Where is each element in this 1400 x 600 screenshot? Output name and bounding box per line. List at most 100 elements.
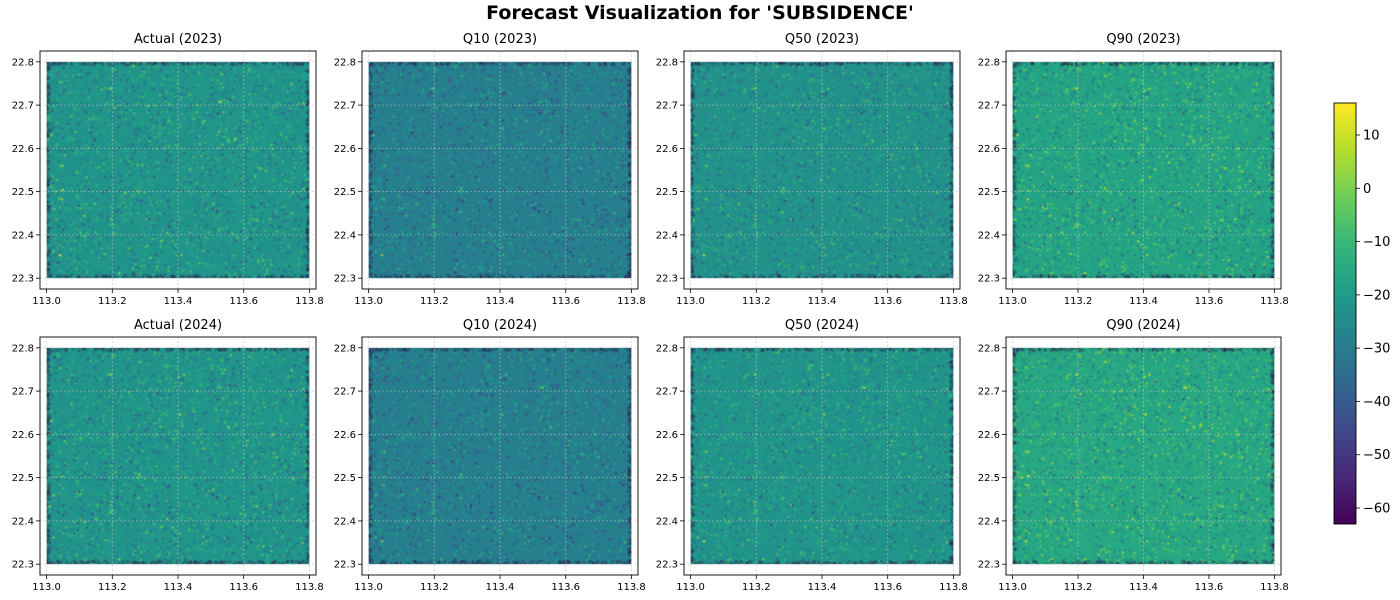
panel-2: Q10 (2023) 113.0 113.2 113.4 113.6 113.8 22.3 2… (334, 32, 646, 307)
y-tick-label: 22.8 (978, 57, 1000, 68)
y-tick-label: 22.3 (12, 560, 34, 571)
y-tick-label: 22.7 (12, 387, 34, 398)
scatter-points (368, 347, 632, 565)
x-tick-label: 113.8 (1260, 582, 1289, 593)
x-tick-label: 113.0 (676, 582, 705, 593)
y-tick-label: 22.8 (334, 343, 356, 354)
x-tick-label: 113.4 (486, 582, 515, 593)
panel-4: Q90 (2023) 113.0 113.2 113.4 113.6 113.8 22.3 2… (978, 32, 1289, 307)
y-tick-label: 22.3 (334, 274, 356, 285)
x-tick-label: 113.2 (1064, 296, 1093, 307)
panel-6: Q10 (2024) 113.0 113.2 113.4 113.6 113.8 22.3 2… (334, 318, 646, 593)
x-tick-label: 113.8 (1260, 296, 1289, 307)
scatter-points (1012, 347, 1275, 565)
x-tick-label: 113.0 (998, 296, 1027, 307)
scatter-points (46, 347, 310, 565)
y-tick-label: 22.5 (12, 473, 34, 484)
y-tick-label: 22.8 (978, 343, 1000, 354)
y-tick-label: 22.6 (978, 144, 1000, 155)
y-tick-label: 22.6 (978, 430, 1000, 441)
x-tick-label: 113.2 (98, 296, 127, 307)
x-tick-label: 113.2 (1064, 582, 1093, 593)
colorbar-tick-label: −20 (1363, 288, 1390, 303)
y-tick-label: 22.5 (656, 473, 678, 484)
y-tick-label: 22.8 (656, 343, 678, 354)
x-tick-label: 113.4 (1129, 296, 1158, 307)
y-tick-label: 22.7 (656, 387, 678, 398)
x-tick-label: 113.0 (354, 296, 383, 307)
x-tick-label: 113.2 (420, 296, 449, 307)
x-tick-label: 113.4 (808, 296, 837, 307)
y-tick-label: 22.7 (978, 387, 1000, 398)
x-tick-label: 113.0 (32, 296, 61, 307)
x-tick-label: 113.2 (742, 582, 771, 593)
x-tick-label: 113.4 (486, 296, 515, 307)
x-tick-label: 113.6 (551, 582, 580, 593)
panel-title: Actual (2023) (134, 32, 222, 47)
colorbar-tick-label: −50 (1363, 448, 1390, 463)
x-tick-label: 113.2 (98, 582, 127, 593)
y-tick-label: 22.4 (334, 230, 356, 241)
y-tick-label: 22.4 (978, 230, 1000, 241)
panel-5: Actual (2024) 113.0 113.2 113.4 113.6 113.8 22… (12, 318, 324, 593)
scatter-points (690, 61, 954, 279)
x-tick-label: 113.2 (742, 296, 771, 307)
x-tick-label: 113.8 (617, 582, 646, 593)
x-tick-label: 113.8 (939, 296, 968, 307)
scatter-points (690, 347, 954, 565)
y-tick-label: 22.6 (334, 144, 356, 155)
panels-group: Actual (2023) 113.0 113.2 113.4 113.6 113.8 22… (12, 32, 1289, 593)
panel-8: Q90 (2024) 113.0 113.2 113.4 113.6 113.8 22.3 2… (978, 318, 1289, 593)
colorbar-tick-label: −30 (1363, 342, 1390, 357)
panel-title: Q50 (2024) (785, 318, 859, 333)
y-tick-label: 22.7 (12, 101, 34, 112)
y-tick-label: 22.4 (12, 230, 34, 241)
y-tick-label: 22.8 (12, 57, 34, 68)
y-tick-label: 22.6 (12, 144, 34, 155)
x-tick-label: 113.8 (295, 296, 324, 307)
x-tick-label: 113.6 (1195, 582, 1224, 593)
scatter-points (46, 61, 310, 279)
y-tick-label: 22.6 (656, 430, 678, 441)
colorbar-tick-label: −40 (1363, 395, 1390, 410)
x-tick-label: 113.6 (873, 296, 902, 307)
y-tick-label: 22.3 (334, 560, 356, 571)
panel-title: Q50 (2023) (785, 32, 859, 47)
y-tick-label: 22.5 (978, 187, 1000, 198)
panel-7: Q50 (2024) 113.0 113.2 113.4 113.6 113.8 22.3 2… (656, 318, 968, 593)
y-tick-label: 22.3 (12, 274, 34, 285)
y-tick-label: 22.3 (978, 274, 1000, 285)
y-tick-label: 22.5 (656, 187, 678, 198)
x-tick-label: 113.4 (1129, 582, 1158, 593)
x-tick-label: 113.4 (808, 582, 837, 593)
y-tick-label: 22.8 (334, 57, 356, 68)
x-tick-label: 113.4 (164, 582, 193, 593)
y-tick-label: 22.5 (334, 473, 356, 484)
x-tick-label: 113.2 (420, 582, 449, 593)
scatter-points (368, 61, 632, 279)
y-tick-label: 22.4 (978, 516, 1000, 527)
y-tick-label: 22.4 (334, 516, 356, 527)
panel-title: Q10 (2023) (463, 32, 537, 47)
y-tick-label: 22.6 (334, 430, 356, 441)
figure-title: Forecast Visualization for 'SUBSIDENCE' (486, 2, 914, 24)
y-tick-label: 22.4 (656, 230, 678, 241)
panel-title: Q90 (2023) (1106, 32, 1180, 47)
x-tick-label: 113.0 (32, 582, 61, 593)
x-tick-label: 113.4 (164, 296, 193, 307)
panel-title: Q90 (2024) (1106, 318, 1180, 333)
y-tick-label: 22.3 (656, 274, 678, 285)
y-tick-label: 22.5 (12, 187, 34, 198)
colorbar: −60 −50 −40 −30 −20 −10 0 10 (1333, 102, 1390, 525)
y-tick-label: 22.5 (978, 473, 1000, 484)
colorbar-gradient (1333, 102, 1357, 525)
x-tick-label: 113.8 (939, 582, 968, 593)
y-tick-label: 22.6 (656, 144, 678, 155)
y-tick-label: 22.8 (656, 57, 678, 68)
y-tick-label: 22.6 (12, 430, 34, 441)
colorbar-tick-label: −10 (1363, 235, 1390, 250)
colorbar-tick-label: −60 (1363, 502, 1390, 517)
y-tick-label: 22.5 (334, 187, 356, 198)
x-tick-label: 113.6 (873, 582, 902, 593)
